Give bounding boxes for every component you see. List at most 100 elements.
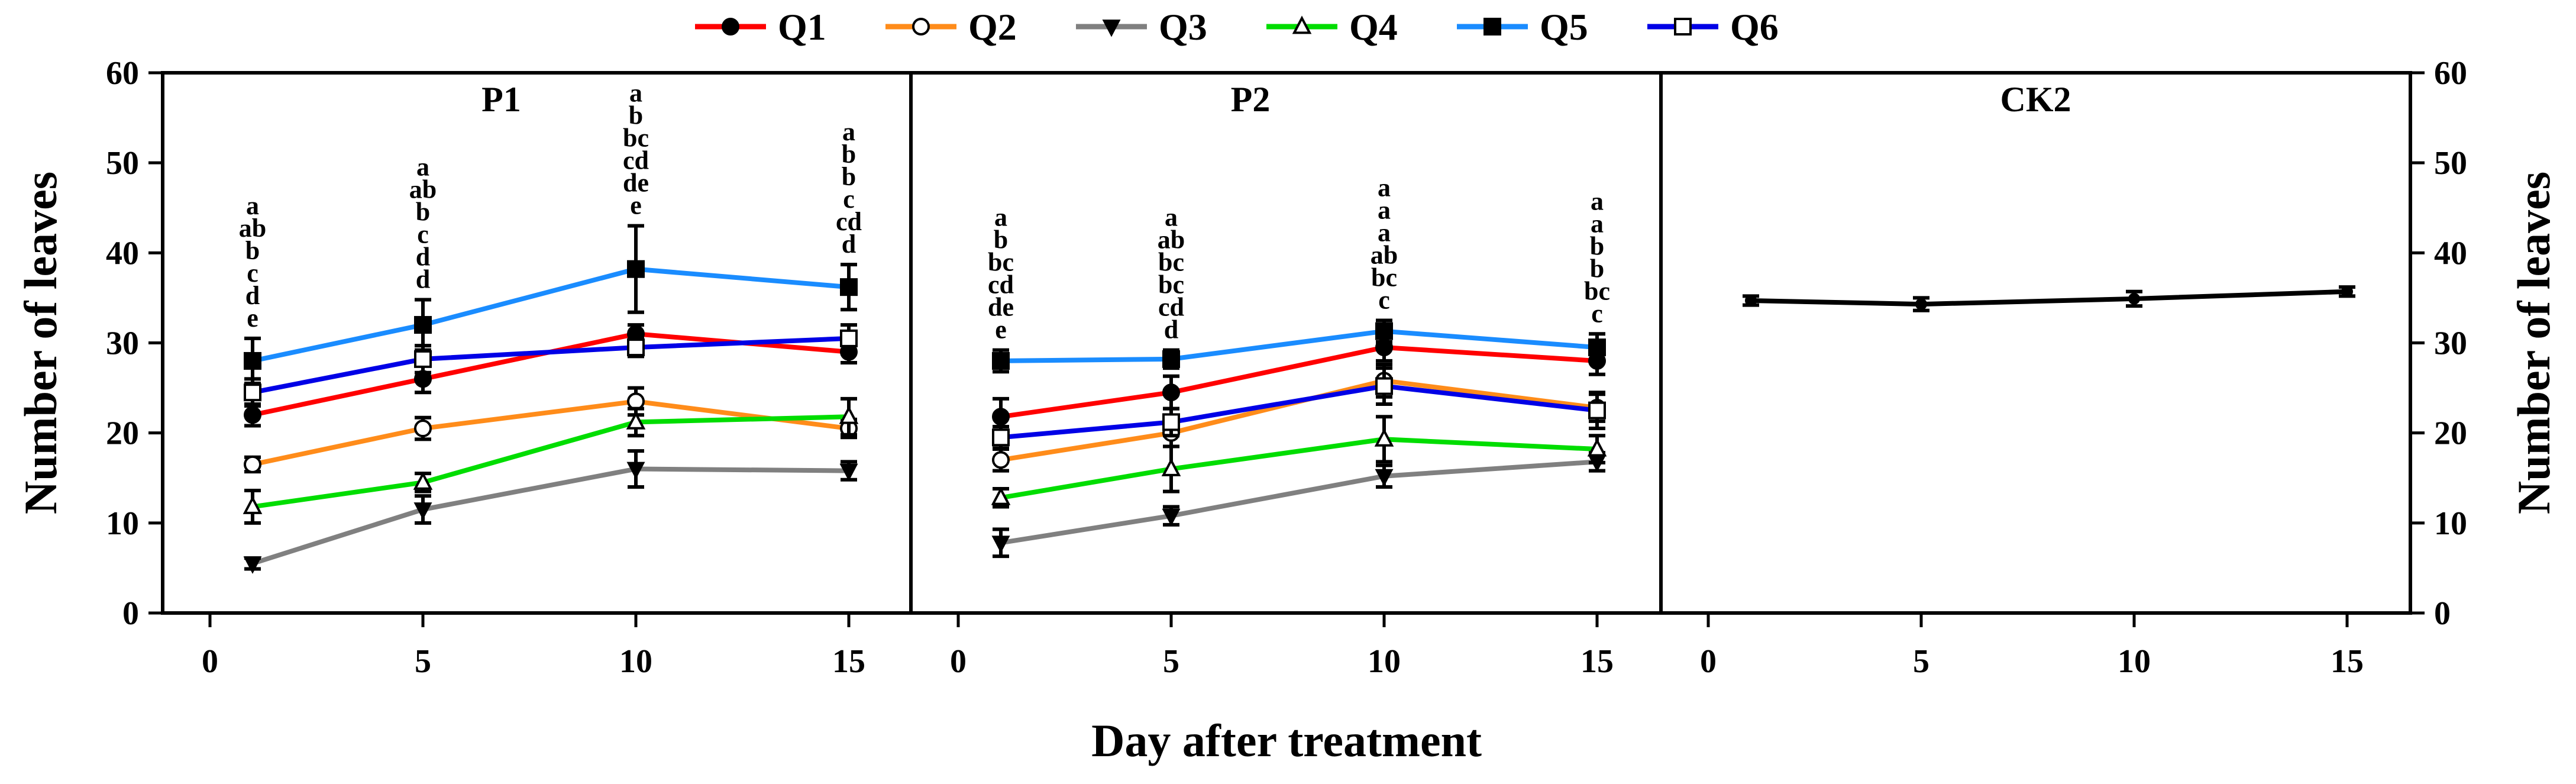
legend-entry-Q2: Q2	[885, 6, 1017, 48]
marker-Q4	[626, 411, 646, 430]
marker-CK2	[1745, 294, 1757, 306]
legend-entry-Q1: Q1	[695, 6, 826, 48]
marker-Q3	[1102, 20, 1121, 37]
marker-Q4	[243, 495, 263, 514]
marker-CK2	[2341, 285, 2353, 298]
significance-letter: bc	[1371, 263, 1397, 292]
series-line-Q3	[1000, 459, 1598, 546]
legend-label-Q4: Q4	[1349, 6, 1398, 48]
marker-Q6	[414, 350, 432, 368]
significance-letter: b	[629, 101, 643, 130]
significance-letter: a	[1378, 195, 1391, 224]
significance-letter: d	[842, 230, 856, 259]
series-line-Q1	[1000, 345, 1598, 420]
marker-Q6	[1375, 377, 1393, 395]
significance-letter: a	[842, 117, 855, 146]
x-tick-label: 15	[2331, 643, 2364, 680]
legend-entry-Q5: Q5	[1457, 6, 1588, 48]
marker-Q5	[1162, 350, 1180, 368]
y-axis-left: 0 10 20 30 40 50 60	[106, 55, 163, 632]
y-tick-label-right: 10	[2434, 505, 2467, 542]
marker-Q5	[1588, 338, 1606, 357]
significance-letter: cd	[988, 270, 1014, 299]
x-tick-label: 10	[2118, 643, 2151, 680]
marker-Q5	[627, 260, 645, 278]
marker-Q5	[992, 351, 1010, 370]
marker-Q2	[992, 451, 1010, 469]
series-Q4	[991, 415, 1607, 509]
series-Q2	[992, 363, 1606, 473]
legend-label-Q3: Q3	[1159, 6, 1207, 48]
marker-Q4	[1374, 428, 1394, 447]
significance-letter: a	[629, 79, 642, 108]
marker-Q3	[413, 502, 432, 520]
x-tick-label: 0	[950, 643, 967, 680]
significance-letter: a	[1378, 173, 1391, 202]
series-Q5	[244, 224, 858, 385]
significance-letter: ab	[409, 175, 437, 204]
marker-Q3	[1375, 469, 1394, 487]
y-tick-label-right: 20	[2434, 415, 2467, 452]
significance-letter: e	[630, 191, 642, 220]
panel-title: CK2	[2000, 80, 2071, 119]
marker-Q5	[1483, 18, 1501, 36]
marker-Q1	[244, 406, 261, 424]
marker-Q2	[414, 420, 432, 438]
significance-letter: e	[995, 315, 1007, 344]
marker-Q6	[992, 428, 1010, 447]
marker-CK2	[2128, 292, 2140, 305]
marker-Q1	[722, 18, 739, 36]
panel-CK2: CK2 0 5 10 15	[1700, 80, 2364, 680]
marker-Q1	[1162, 383, 1180, 402]
marker-Q6	[1162, 413, 1180, 431]
y-tick-label-left: 60	[106, 55, 139, 92]
significance-letter: a	[994, 203, 1007, 232]
x-tick-label: 10	[1368, 643, 1401, 680]
significance-letter: a	[246, 191, 259, 220]
legend: Q1 Q2 Q3 Q4 Q5 Q6	[695, 6, 1779, 48]
significance-letter: ab	[1158, 225, 1185, 254]
significance-letter: b	[842, 162, 856, 191]
marker-Q4	[1161, 457, 1181, 476]
significance-letter: a	[1165, 203, 1178, 232]
marker-Q5	[244, 351, 261, 370]
significance-letter: bc	[1158, 270, 1184, 299]
significance-letter: de	[623, 169, 649, 198]
marker-Q6	[244, 383, 261, 402]
legend-entry-Q4: Q4	[1266, 6, 1398, 48]
marker-Q5	[840, 278, 858, 296]
y-axis-right: 0 10 20 30 40 50 60	[2410, 55, 2467, 632]
marker-Q4	[1587, 438, 1607, 457]
y-axis-title-right: Number of leaves	[2508, 172, 2559, 514]
x-tick-label: 5	[1163, 643, 1179, 680]
series-line-Q6	[252, 335, 849, 395]
series-line-Q3	[251, 466, 849, 566]
significance-letter: b	[245, 236, 260, 265]
series-CK2	[1743, 285, 2355, 312]
significance-letter: b	[416, 197, 430, 226]
marker-Q4	[839, 405, 859, 424]
marker-Q2	[244, 455, 261, 473]
y-tick-label-left: 10	[106, 505, 139, 542]
marker-Q3	[626, 462, 645, 480]
panel-P2: P20 5 10 15abbccddeeaabbcbccddaaaabbccaabbb…	[950, 80, 1614, 680]
significance-letter: b	[994, 225, 1008, 254]
y-tick-label-right: 30	[2434, 325, 2467, 362]
marker-Q3	[243, 556, 262, 574]
y-tick-label-left: 30	[106, 325, 139, 362]
series-line-Q2	[252, 399, 849, 467]
significance-letter: bc	[623, 124, 649, 153]
significance-letter: ab	[239, 214, 266, 243]
marker-Q5	[414, 316, 432, 334]
legend-label-Q5: Q5	[1540, 6, 1588, 48]
marker-Q4	[413, 471, 433, 490]
significance-letter: bc	[1584, 276, 1610, 305]
marker-Q6	[627, 338, 645, 357]
significance-letter: c	[1378, 285, 1390, 314]
significance-letter: d	[416, 264, 430, 293]
y-tick-label-left: 20	[106, 415, 139, 452]
panel-title: P1	[481, 80, 521, 119]
significance-letter: cd	[1158, 293, 1184, 322]
y-tick-label-right: 40	[2434, 235, 2467, 272]
